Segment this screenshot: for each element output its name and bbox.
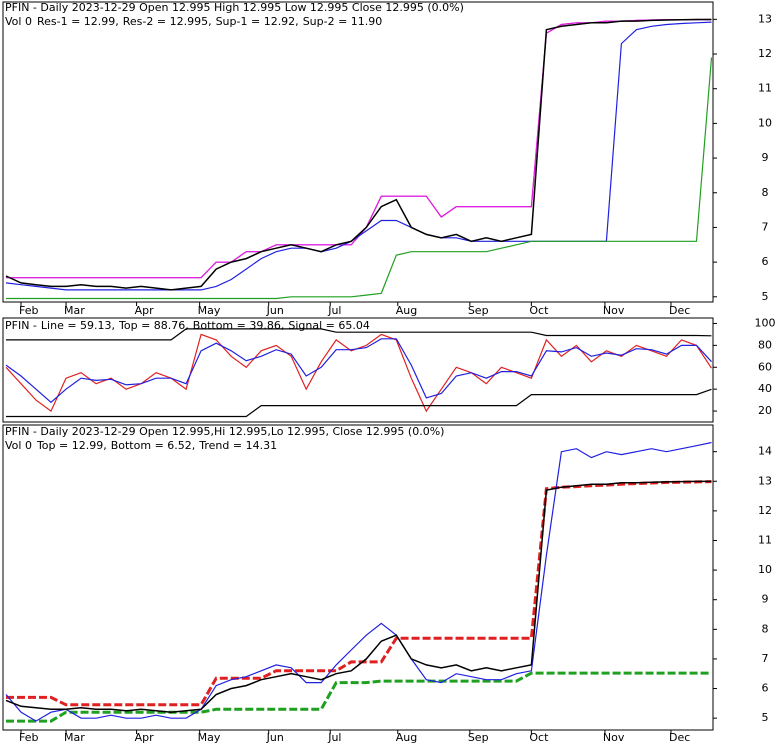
- panel-subtitle: Vol 0: [5, 15, 32, 28]
- panel-title: PFIN -: [5, 319, 37, 332]
- y-tick-label: 12: [758, 504, 772, 517]
- legend-entry: Sup-2 = 11.90: [303, 15, 383, 28]
- y-tick-label: 11: [758, 82, 772, 95]
- price-line: [5, 480, 712, 713]
- y-tick-label: 7: [762, 220, 769, 233]
- y-tick-label: 20: [758, 404, 772, 417]
- y-tick-label: 6: [762, 682, 769, 695]
- y-tick-label: 5: [762, 711, 769, 724]
- y-tick-label: 40: [758, 382, 772, 395]
- legend-entry: Top = 88.76,: [118, 319, 189, 332]
- y-tick-label: 100: [755, 316, 776, 329]
- legend-entry: Res-2 = 12.995,: [123, 15, 212, 28]
- x-tick-label: Apr: [135, 304, 155, 317]
- indicator-line: [6, 19, 712, 279]
- x-tick-label: Dec: [669, 731, 690, 744]
- indicator-line: [5, 441, 712, 722]
- y-tick-label: 7: [762, 652, 769, 665]
- y-tick-label: 12: [758, 47, 772, 60]
- y-tick-label: 13: [758, 12, 772, 25]
- legend-entry: Trend = 14.31: [198, 439, 277, 452]
- panel-title: PFIN - Daily 2023-12-29 Open 12.995,Hi 1…: [5, 425, 444, 438]
- y-tick-label: 9: [762, 151, 769, 164]
- panel-frame: [2, 424, 714, 731]
- x-tick-label: Aug: [396, 304, 417, 317]
- indicator-line: [5, 21, 712, 291]
- x-tick-label: Dec: [669, 304, 690, 317]
- y-tick-label: 5: [762, 290, 769, 303]
- y-tick-label: 6: [762, 255, 769, 268]
- x-tick-label: Feb: [19, 731, 38, 744]
- legend-entry: Line = 59.13,: [41, 319, 115, 332]
- x-tick-label: Jun: [266, 304, 284, 317]
- x-tick-label: Apr: [135, 731, 155, 744]
- x-tick-label: Jul: [327, 304, 341, 317]
- indicator-line: [6, 671, 712, 723]
- legend-entry: Bottom = 6.52,: [111, 439, 196, 452]
- indicator-line: [5, 333, 713, 413]
- x-tick-label: May: [198, 731, 221, 744]
- x-tick-label: Oct: [529, 304, 549, 317]
- x-tick-label: May: [198, 304, 221, 317]
- x-tick-label: Jun: [266, 731, 284, 744]
- panel-frame: [2, 1, 714, 303]
- indicator-line: [6, 388, 712, 418]
- y-tick-label: 9: [762, 593, 769, 606]
- y-tick-label: 14: [758, 445, 772, 458]
- x-tick-label: Nov: [603, 731, 625, 744]
- indicator-line: [6, 328, 712, 341]
- x-tick-label: Jul: [327, 731, 341, 744]
- indicator-line: [6, 18, 712, 279]
- x-tick-label: Sep: [468, 304, 489, 317]
- y-tick-label: 80: [758, 338, 772, 351]
- indicator-line: [6, 480, 712, 707]
- x-tick-label: Nov: [603, 304, 625, 317]
- y-tick-label: 11: [758, 533, 772, 546]
- legend-entry: Top = 12.99,: [36, 439, 107, 452]
- y-tick-label: 60: [758, 360, 772, 373]
- y-tick-label: 13: [758, 474, 772, 487]
- y-tick-label: 8: [762, 186, 769, 199]
- panel-frame: [2, 317, 714, 423]
- legend-entry: Sup-1 = 12.92,: [216, 15, 299, 28]
- price-line: [5, 18, 712, 291]
- x-tick-label: Mar: [64, 304, 85, 317]
- y-tick-label: 10: [758, 563, 772, 576]
- legend-entry: Bottom = 39.86,: [193, 319, 285, 332]
- x-tick-label: Oct: [529, 731, 549, 744]
- y-tick-label: 10: [758, 116, 772, 129]
- x-tick-label: Mar: [64, 731, 85, 744]
- indicator-line: [6, 57, 713, 300]
- legend-entry: Signal = 65.04: [288, 319, 370, 332]
- x-tick-label: Aug: [396, 731, 417, 744]
- x-tick-label: Feb: [19, 304, 38, 317]
- panel-title: PFIN - Daily 2023-12-29 Open 12.995 High…: [5, 1, 464, 14]
- panel-subtitle: Vol 0: [5, 439, 32, 452]
- x-tick-label: Sep: [468, 731, 489, 744]
- legend-entry: Res-1 = 12.99,: [37, 15, 119, 28]
- indicator-line: [5, 338, 712, 404]
- y-tick-label: 8: [762, 622, 769, 635]
